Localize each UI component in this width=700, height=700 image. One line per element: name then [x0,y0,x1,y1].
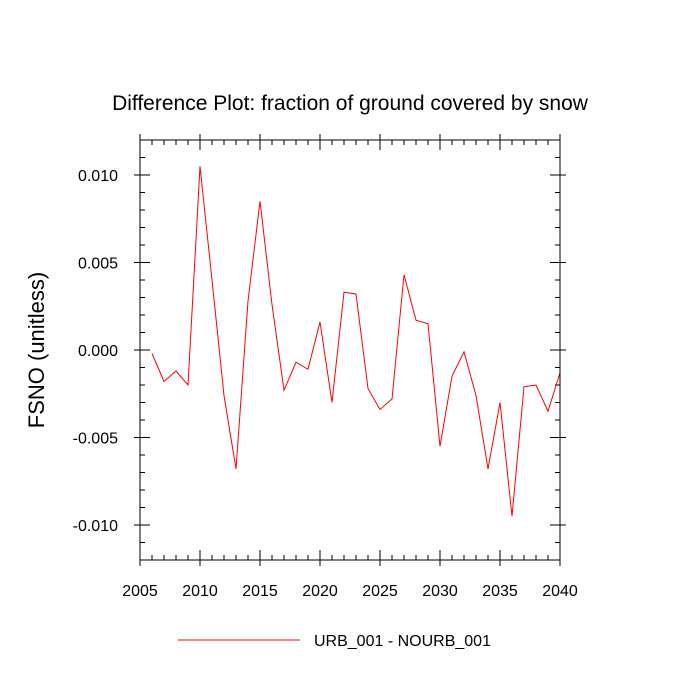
x-tick-label: 2030 [422,583,458,600]
y-tick-label: -0.010 [73,518,118,535]
tick-labels: 2005 2010 2015 2020 2025 2030 2035 2040 -0.010 -0… [73,168,578,600]
x-tick-label: 2010 [182,583,218,600]
x-tick-label: 2040 [542,583,578,600]
x-tick-label: 2020 [302,583,338,600]
axis-ticks [134,134,566,566]
legend: URB_001 - NOURB_001 [178,633,491,650]
plot-frame [139,139,561,561]
y-axis-label: FSNO (unitless) [24,272,49,428]
y-tick-label: 0.005 [78,256,118,273]
series-group [151,166,561,517]
y-tick-label: 0.000 [78,343,118,360]
y-tick-label: 0.010 [78,168,118,185]
series-line [151,166,561,517]
y-tick-label: -0.005 [73,431,118,448]
x-tick-label: 2015 [242,583,278,600]
chart-title: Difference Plot: fraction of ground cove… [112,92,589,115]
x-tick-label: 2035 [482,583,518,600]
x-tick-label: 2025 [362,583,398,600]
legend-entry-label: URB_001 - NOURB_001 [314,633,491,650]
x-tick-label: 2005 [122,583,158,600]
